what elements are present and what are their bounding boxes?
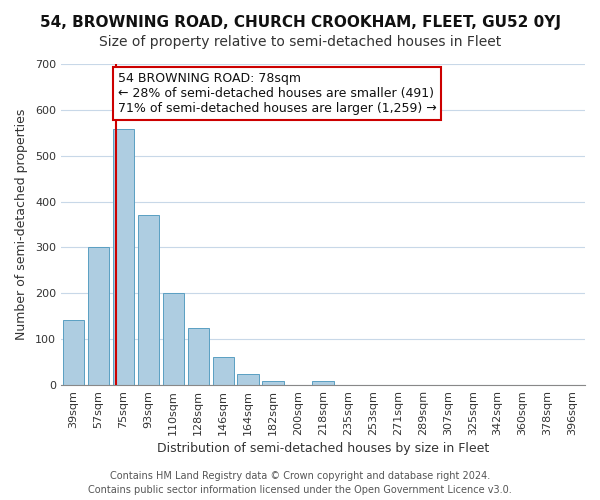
Text: 54 BROWNING ROAD: 78sqm
← 28% of semi-detached houses are smaller (491)
71% of s: 54 BROWNING ROAD: 78sqm ← 28% of semi-de… xyxy=(118,72,436,115)
Text: Size of property relative to semi-detached houses in Fleet: Size of property relative to semi-detach… xyxy=(99,35,501,49)
Bar xyxy=(88,246,109,385)
Bar xyxy=(63,320,84,385)
Bar xyxy=(262,382,284,385)
Bar xyxy=(137,216,159,385)
Bar xyxy=(238,374,259,385)
Bar xyxy=(313,382,334,385)
Text: 54, BROWNING ROAD, CHURCH CROOKHAM, FLEET, GU52 0YJ: 54, BROWNING ROAD, CHURCH CROOKHAM, FLEE… xyxy=(40,15,560,30)
Bar xyxy=(113,129,134,385)
Bar xyxy=(163,294,184,385)
X-axis label: Distribution of semi-detached houses by size in Fleet: Distribution of semi-detached houses by … xyxy=(157,442,489,455)
Bar xyxy=(212,356,234,385)
Bar xyxy=(188,328,209,385)
Text: Contains HM Land Registry data © Crown copyright and database right 2024.
Contai: Contains HM Land Registry data © Crown c… xyxy=(88,471,512,495)
Y-axis label: Number of semi-detached properties: Number of semi-detached properties xyxy=(15,109,28,340)
